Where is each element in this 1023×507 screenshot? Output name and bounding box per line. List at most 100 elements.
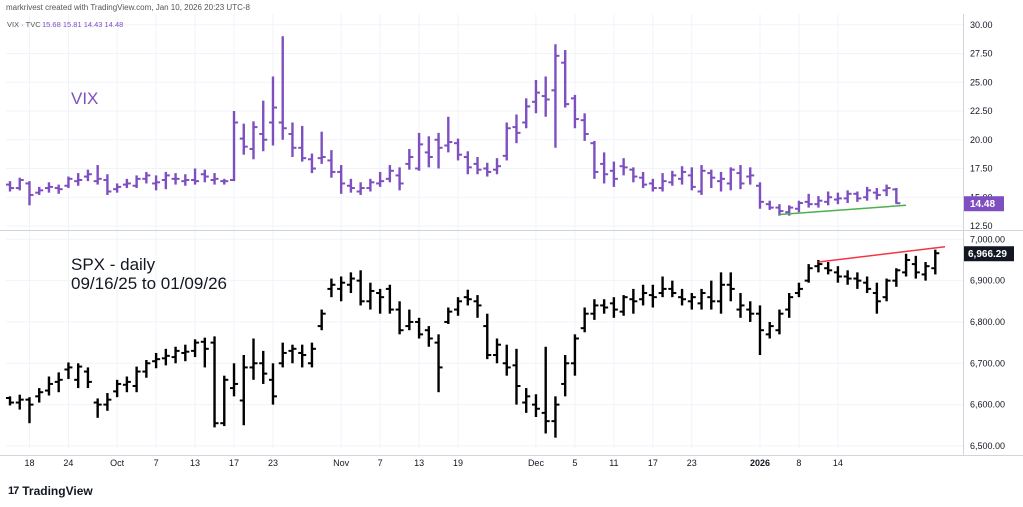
spx-bar — [395, 301, 404, 335]
spx-bar — [132, 366, 141, 393]
vix-bar — [220, 178, 229, 185]
spx-bar — [259, 350, 268, 384]
vix-bar — [181, 174, 190, 186]
spx-bar — [580, 307, 589, 333]
vix-bar — [541, 76, 550, 117]
ohlc-readout: 15.68 15.81 14.43 14.48 — [42, 20, 123, 29]
vix-bar — [561, 50, 570, 108]
vix-bar — [853, 191, 862, 202]
x-tick-label: 11 — [609, 458, 618, 468]
spx-bar — [707, 280, 716, 310]
spx-y-tick: 6,600.00 — [970, 400, 1005, 410]
vix-bar — [327, 150, 336, 178]
spx-subtitle: 09/16/25 to 01/09/26 — [71, 274, 227, 293]
x-tick-label: 19 — [453, 458, 463, 468]
spx-bar — [746, 301, 755, 322]
spx-bar — [785, 293, 794, 318]
vix-bar — [317, 131, 326, 164]
vix-last-value-label: 14.48 — [970, 199, 995, 210]
vix-bar — [200, 169, 209, 183]
vix-bar — [678, 166, 687, 185]
spx-bar — [726, 272, 735, 302]
spx-bar — [483, 313, 492, 360]
credit-line: markrivest created with TradingView.com,… — [6, 3, 250, 12]
spx-bar — [210, 336, 219, 428]
spx-bar — [658, 276, 667, 298]
vix-bar — [191, 168, 200, 185]
vix-trendline[interactable] — [779, 204, 907, 216]
spx-bar — [561, 355, 570, 397]
spx-bar — [35, 388, 44, 403]
vix-bar — [522, 98, 531, 129]
vix-bar — [424, 136, 433, 168]
vix-bar — [687, 167, 696, 191]
vix-bar — [863, 186, 872, 201]
vix-bar — [298, 125, 307, 162]
spx-bar — [356, 270, 365, 306]
x-tick-label: 13 — [190, 458, 200, 468]
vix-bar — [35, 186, 44, 195]
vix-y-tick: 20.00 — [970, 135, 993, 145]
spx-bar — [463, 289, 472, 306]
vix-bar — [668, 170, 677, 186]
x-tick-label: Nov — [333, 458, 350, 468]
x-tick-label: 17 — [229, 458, 239, 468]
spx-bar — [755, 305, 764, 356]
vix-bar — [463, 151, 472, 175]
tradingview-brand[interactable]: 17 TradingView — [8, 484, 93, 498]
x-tick-label: 24 — [63, 458, 73, 468]
spx-bar — [434, 334, 443, 393]
vix-last-value-badge: 14.48 — [964, 196, 1004, 212]
vix-bar — [717, 171, 726, 192]
vix-bar — [161, 171, 170, 190]
spx-bar — [775, 309, 784, 335]
symbol-line: VIX · TVC — [7, 20, 41, 29]
vix-y-tick: 12.50 — [970, 221, 993, 231]
vix-bar — [356, 182, 365, 195]
spx-bar — [93, 398, 102, 418]
vix-bar — [697, 165, 706, 195]
spx-bar — [103, 393, 112, 411]
spx-bar — [921, 262, 930, 281]
vix-series — [6, 36, 901, 216]
spx-bar — [161, 348, 170, 366]
vix-bar — [609, 161, 618, 187]
vix-bar — [794, 200, 803, 213]
x-tick-label: 7 — [154, 458, 159, 468]
vix-bar — [531, 79, 540, 114]
vix-bar — [385, 165, 394, 183]
spx-bar — [668, 280, 677, 298]
vix-bar — [64, 176, 73, 189]
spx-y-tick: 6,900.00 — [970, 276, 1005, 286]
vix-bar — [54, 184, 63, 194]
spx-trendline[interactable] — [818, 246, 946, 263]
spx-bar — [804, 264, 813, 283]
vix-bar — [142, 171, 151, 184]
vix-y-tick: 22.50 — [970, 106, 993, 116]
spx-bar — [122, 376, 131, 393]
spx-bar — [609, 297, 618, 318]
spx-title: SPX - daily — [71, 255, 156, 274]
vix-bar — [658, 173, 667, 192]
spx-bar — [44, 376, 53, 396]
vix-bar — [405, 148, 414, 170]
spx-bar — [882, 278, 891, 302]
vix-bar — [746, 167, 755, 185]
vix-bar — [843, 190, 852, 203]
spx-bar — [444, 307, 453, 325]
vix-bar — [892, 187, 901, 205]
x-tick-label: 5 — [572, 458, 577, 468]
vix-bar — [44, 182, 53, 193]
spx-bar — [113, 379, 122, 398]
x-tick-label: 17 — [648, 458, 658, 468]
vix-bar — [83, 169, 92, 182]
vix-bar — [239, 123, 248, 155]
spx-bar — [346, 272, 355, 294]
spx-bar — [317, 309, 326, 331]
vix-bar — [551, 44, 560, 148]
spx-bar — [239, 355, 248, 426]
spx-bar — [717, 272, 726, 314]
spx-bar — [15, 394, 24, 410]
spx-bar — [200, 337, 209, 368]
spx-bar — [853, 272, 862, 289]
